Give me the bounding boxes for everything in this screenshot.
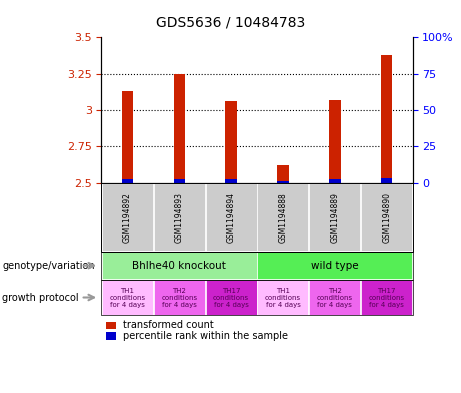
Text: GSM1194889: GSM1194889	[330, 192, 339, 242]
Text: GSM1194890: GSM1194890	[382, 192, 391, 242]
Text: transformed count: transformed count	[123, 320, 214, 331]
Text: TH1
conditions
for 4 days: TH1 conditions for 4 days	[109, 288, 145, 307]
Text: GSM1194894: GSM1194894	[226, 192, 236, 242]
Text: GSM1194893: GSM1194893	[175, 192, 184, 242]
Text: TH1
conditions
for 4 days: TH1 conditions for 4 days	[265, 288, 301, 307]
Text: growth protocol: growth protocol	[2, 292, 79, 303]
Bar	[277, 165, 289, 183]
Bar	[225, 179, 237, 183]
Text: TH2
conditions
for 4 days: TH2 conditions for 4 days	[317, 288, 353, 307]
Bar	[381, 178, 392, 183]
Text: TH17
conditions
for 4 days: TH17 conditions for 4 days	[213, 288, 249, 307]
Bar	[173, 73, 185, 183]
Text: TH17
conditions
for 4 days: TH17 conditions for 4 days	[369, 288, 405, 307]
Text: genotype/variation: genotype/variation	[2, 261, 95, 271]
Text: GSM1194888: GSM1194888	[278, 192, 288, 242]
Text: TH2
conditions
for 4 days: TH2 conditions for 4 days	[161, 288, 197, 307]
Text: percentile rank within the sample: percentile rank within the sample	[123, 331, 288, 341]
Bar	[381, 55, 392, 183]
Bar	[225, 101, 237, 183]
Bar	[329, 100, 341, 183]
Bar	[277, 180, 289, 183]
Text: wild type: wild type	[311, 261, 359, 271]
Bar	[173, 179, 185, 183]
Text: GDS5636 / 10484783: GDS5636 / 10484783	[156, 16, 305, 30]
Bar	[329, 179, 341, 183]
Text: GSM1194892: GSM1194892	[123, 192, 132, 242]
Text: Bhlhe40 knockout: Bhlhe40 knockout	[132, 261, 226, 271]
Bar	[122, 91, 133, 183]
Bar	[122, 179, 133, 183]
